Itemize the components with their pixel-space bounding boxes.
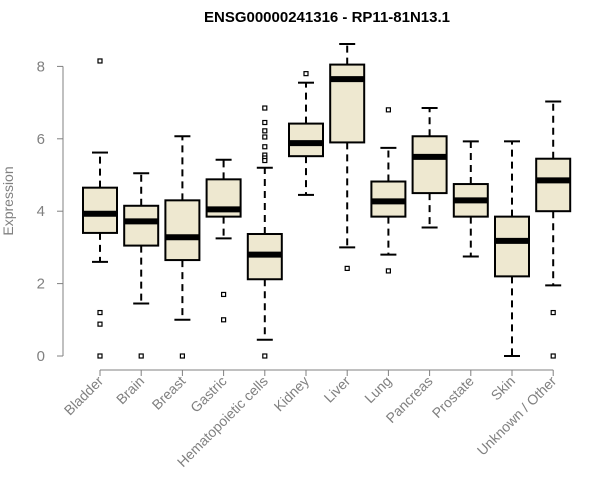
y-tick-label: 6 [37, 131, 45, 148]
outlier-point [97, 353, 103, 359]
outlier-point [97, 58, 103, 64]
box-group [329, 42, 366, 271]
box-iqr [535, 157, 572, 213]
outlier-point [550, 309, 556, 316]
outlier-point [262, 128, 268, 134]
x-tick-label: Kidney [271, 373, 313, 415]
outlier-point [344, 265, 350, 271]
y-tick-label: 0 [37, 348, 45, 365]
outlier-point [179, 353, 185, 359]
outlier-point [262, 119, 268, 126]
x-tick-label: Lung [361, 373, 394, 406]
y-tick-label: 8 [37, 58, 45, 75]
box-iqr [164, 199, 201, 262]
box-group [370, 107, 407, 274]
box-iqr [494, 215, 530, 278]
outlier-point [97, 309, 103, 316]
box-group [494, 140, 530, 357]
box-group [205, 158, 242, 323]
box-iqr [411, 135, 448, 195]
box-group [411, 107, 448, 229]
x-tick-label: Liver [321, 373, 354, 406]
outlier-point [262, 134, 268, 140]
box-iqr [288, 122, 324, 158]
outlier-point [385, 107, 391, 113]
box-group [164, 135, 201, 359]
y-tick-label: 4 [37, 203, 45, 220]
box-group [82, 58, 118, 359]
x-tick-label: Skin [488, 373, 519, 404]
outlier-point [385, 268, 391, 274]
y-axis-label: Expression [0, 166, 16, 235]
outlier-point [262, 353, 268, 359]
y-tick-label: 2 [37, 276, 45, 293]
box-group [123, 172, 160, 359]
x-tick-label: Breast [149, 373, 189, 413]
box-group [535, 100, 572, 359]
outlier-point [262, 105, 268, 111]
outlier-point [303, 71, 309, 77]
box-group [452, 140, 489, 258]
box-iqr [82, 186, 118, 234]
box-iqr [123, 204, 160, 247]
y-axis: 0 2 4 6 8 [37, 58, 64, 365]
plot-area [82, 42, 572, 359]
outlier-point [262, 144, 268, 150]
box-group [288, 71, 324, 196]
outlier-point [221, 291, 227, 298]
x-tick-label: Bladder [61, 373, 107, 419]
outlier-point [97, 321, 103, 327]
outlier-point [138, 353, 144, 359]
outlier-point [221, 317, 227, 323]
x-tick-label: Prostate [429, 373, 477, 421]
chart-title: ENSG00000241316 - RP11-81N13.1 [204, 9, 450, 26]
box-group [246, 105, 283, 359]
outlier-point [550, 353, 556, 359]
outlier-point [262, 157, 268, 164]
x-tick-label: Brain [113, 373, 147, 407]
